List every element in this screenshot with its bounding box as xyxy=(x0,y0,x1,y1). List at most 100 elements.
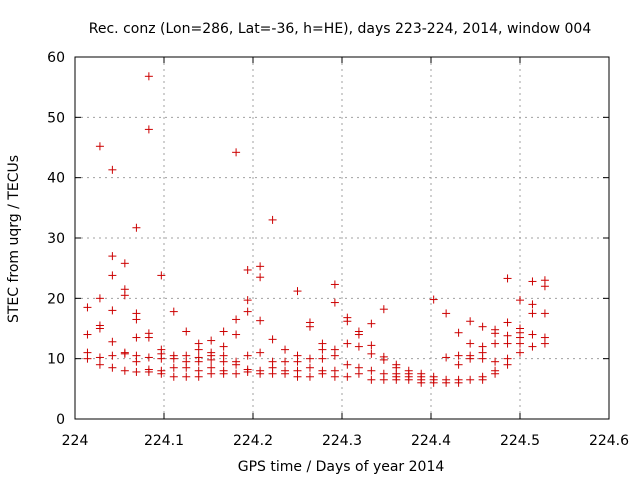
data-point-marker xyxy=(367,341,376,350)
data-point-marker xyxy=(219,357,228,366)
x-tick-label: 224.3 xyxy=(322,433,362,449)
data-point-marker xyxy=(144,72,153,81)
data-point-marker xyxy=(429,378,438,387)
data-point-marker xyxy=(305,372,314,381)
data-point-marker xyxy=(219,342,228,351)
data-point-marker xyxy=(367,349,376,358)
chart-title: Rec. conz (Lon=286, Lat=-36, h=HE), days… xyxy=(89,21,592,37)
data-point-marker xyxy=(528,330,537,339)
data-point-marker xyxy=(232,330,241,339)
data-point-marker xyxy=(108,165,117,174)
data-point-marker xyxy=(503,360,512,369)
data-point-marker xyxy=(404,375,413,384)
y-tick-labels: 0 10 20 30 40 50 60 xyxy=(47,50,65,428)
data-point-marker xyxy=(540,282,549,291)
data-point-marker xyxy=(219,327,228,336)
data-point-marker xyxy=(318,369,327,378)
data-point-marker xyxy=(144,353,153,362)
data-point-marker xyxy=(281,369,290,378)
data-point-marker xyxy=(108,363,117,372)
data-point-marker xyxy=(157,271,166,280)
data-point-marker xyxy=(95,294,104,303)
data-point-marker xyxy=(330,280,339,289)
data-point-marker xyxy=(132,357,141,366)
x-tick-label: 224.2 xyxy=(233,433,273,449)
data-point-marker xyxy=(491,329,500,338)
y-tick-label: 40 xyxy=(47,171,65,187)
data-point-marker xyxy=(120,349,129,358)
y-tick-label: 10 xyxy=(47,352,65,368)
data-point-marker xyxy=(318,354,327,363)
data-point-marker xyxy=(305,322,314,331)
data-point-marker xyxy=(132,333,141,342)
data-point-marker xyxy=(528,300,537,309)
y-tick-label: 50 xyxy=(47,110,65,126)
data-point-marker xyxy=(256,316,265,325)
data-point-marker xyxy=(379,355,388,364)
data-point-marker xyxy=(429,295,438,304)
y-tick-label: 60 xyxy=(47,50,65,66)
data-point-marker xyxy=(343,360,352,369)
x-tick-labels: 224 224.1 224.2 224.3 224.4 224.5 224.6 xyxy=(62,433,629,449)
data-point-marker xyxy=(169,363,178,372)
data-point-marker xyxy=(367,366,376,375)
data-point-marker xyxy=(442,353,451,362)
data-point-marker xyxy=(108,306,117,315)
data-point-marker xyxy=(169,307,178,316)
data-point-marker xyxy=(95,353,104,362)
data-point-marker xyxy=(232,315,241,324)
data-point-marker xyxy=(157,369,166,378)
data-point-marker xyxy=(108,337,117,346)
data-point-marker xyxy=(207,369,216,378)
data-point-marker xyxy=(305,363,314,372)
x-tick-label: 224.5 xyxy=(500,433,540,449)
data-point-marker xyxy=(268,335,277,344)
data-point-marker xyxy=(256,348,265,357)
data-point-marker xyxy=(367,375,376,384)
data-point-marker xyxy=(540,309,549,318)
data-point-marker xyxy=(256,369,265,378)
data-point-marker xyxy=(83,303,92,312)
data-point-marker xyxy=(243,307,252,316)
data-point-marker xyxy=(293,372,302,381)
data-point-marker xyxy=(503,318,512,327)
data-point-marker xyxy=(182,372,191,381)
data-point-marker xyxy=(268,369,277,378)
data-point-marker xyxy=(232,369,241,378)
data-point-marker xyxy=(120,291,129,300)
data-point-marker xyxy=(392,375,401,384)
data-point-marker xyxy=(232,148,241,157)
data-point-marker xyxy=(169,354,178,363)
y-tick-label: 20 xyxy=(47,291,65,307)
data-point-marker xyxy=(243,265,252,274)
data-point-marker xyxy=(219,369,228,378)
data-point-marker xyxy=(454,360,463,369)
data-point-marker xyxy=(243,296,252,305)
data-point-marker xyxy=(243,351,252,360)
data-point-marker xyxy=(194,357,203,366)
data-point-marker xyxy=(144,367,153,376)
data-point-marker xyxy=(268,215,277,224)
data-point-marker xyxy=(243,367,252,376)
data-point-marker xyxy=(144,333,153,342)
data-point-marker xyxy=(293,357,302,366)
data-point-marker xyxy=(540,339,549,348)
data-point-marker xyxy=(478,354,487,363)
y-tick-label: 30 xyxy=(47,231,65,247)
data-point-marker xyxy=(491,369,500,378)
data-point-marker xyxy=(256,273,265,282)
data-point-marker xyxy=(491,339,500,348)
data-point-marker xyxy=(182,363,191,372)
data-point-marker xyxy=(343,372,352,381)
data-point-marker xyxy=(516,296,524,305)
data-point-marker xyxy=(503,274,512,283)
data-point-marker xyxy=(343,317,352,326)
data-point-marker xyxy=(95,324,104,333)
x-tick-label: 224 xyxy=(62,433,89,449)
data-point-marker xyxy=(454,351,463,360)
x-tick-label: 224.6 xyxy=(589,433,629,449)
data-point-marker xyxy=(454,378,463,387)
data-point-marker xyxy=(108,252,117,261)
